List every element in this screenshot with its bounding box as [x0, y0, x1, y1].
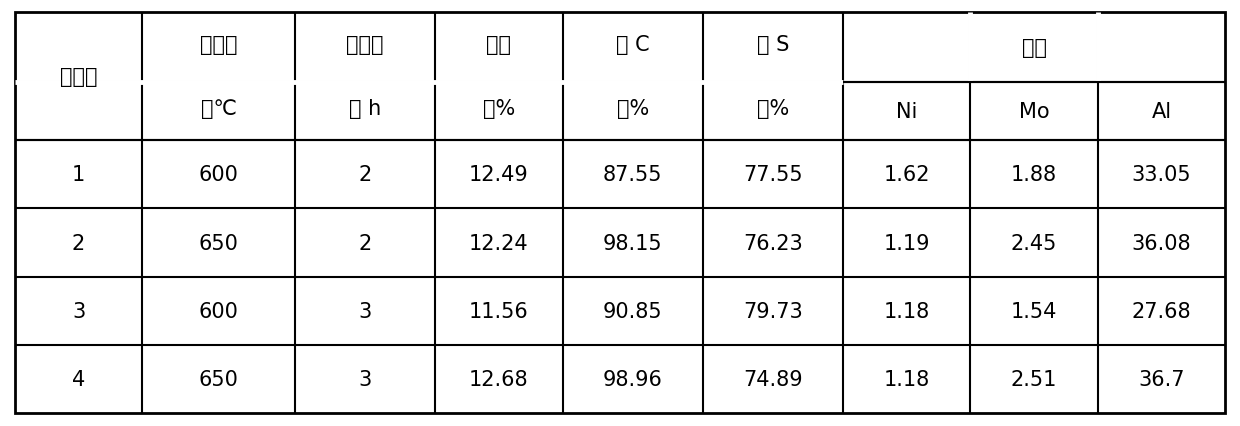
Text: 2: 2: [358, 233, 372, 253]
Text: 率%: 率%: [616, 99, 649, 119]
Text: 12.49: 12.49: [469, 165, 528, 185]
Text: 1.62: 1.62: [883, 165, 930, 185]
Text: 650: 650: [198, 369, 238, 389]
Text: 失重: 失重: [486, 35, 511, 55]
Text: 27.68: 27.68: [1132, 301, 1192, 321]
Text: Ni: Ni: [897, 102, 918, 122]
Text: 率%: 率%: [756, 99, 789, 119]
Text: 79.73: 79.73: [743, 301, 802, 321]
Text: 焙烧时: 焙烧时: [346, 35, 384, 55]
Text: 600: 600: [198, 165, 238, 185]
Text: 焙砂: 焙砂: [1022, 38, 1047, 58]
Text: 98.96: 98.96: [603, 369, 662, 389]
Text: 脱 S: 脱 S: [756, 35, 789, 55]
Text: 1: 1: [72, 165, 86, 185]
Text: 87.55: 87.55: [603, 165, 662, 185]
Text: 间 h: 间 h: [350, 99, 382, 119]
Text: 度℃: 度℃: [201, 99, 237, 119]
Text: 77.55: 77.55: [743, 165, 802, 185]
Text: 焙烧温: 焙烧温: [200, 35, 237, 55]
Text: 76.23: 76.23: [743, 233, 802, 253]
Text: 11.56: 11.56: [469, 301, 528, 321]
Text: 12.24: 12.24: [469, 233, 528, 253]
Text: 3: 3: [358, 301, 372, 321]
Text: 650: 650: [198, 233, 238, 253]
Text: 98.15: 98.15: [603, 233, 662, 253]
Text: 2: 2: [358, 165, 372, 185]
Text: 36.08: 36.08: [1132, 233, 1192, 253]
Text: 12.68: 12.68: [469, 369, 528, 389]
Text: 率%: 率%: [482, 99, 515, 119]
Text: 2.51: 2.51: [1011, 369, 1058, 389]
Text: 1.54: 1.54: [1011, 301, 1058, 321]
Text: 3: 3: [72, 301, 86, 321]
Text: 90.85: 90.85: [603, 301, 662, 321]
Text: 36.7: 36.7: [1138, 369, 1184, 389]
Text: 脱 C: 脱 C: [616, 35, 650, 55]
Text: 74.89: 74.89: [743, 369, 802, 389]
Text: 600: 600: [198, 301, 238, 321]
Text: Al: Al: [1152, 102, 1172, 122]
Text: 1.19: 1.19: [883, 233, 930, 253]
Text: 3: 3: [358, 369, 372, 389]
Text: 1.18: 1.18: [884, 301, 930, 321]
Text: Mo: Mo: [1019, 102, 1049, 122]
Text: 1.18: 1.18: [884, 369, 930, 389]
Text: 2: 2: [72, 233, 86, 253]
Text: 1.88: 1.88: [1011, 165, 1056, 185]
Text: 实施例: 实施例: [60, 67, 97, 87]
Text: 33.05: 33.05: [1132, 165, 1192, 185]
Text: 4: 4: [72, 369, 86, 389]
Text: 2.45: 2.45: [1011, 233, 1058, 253]
